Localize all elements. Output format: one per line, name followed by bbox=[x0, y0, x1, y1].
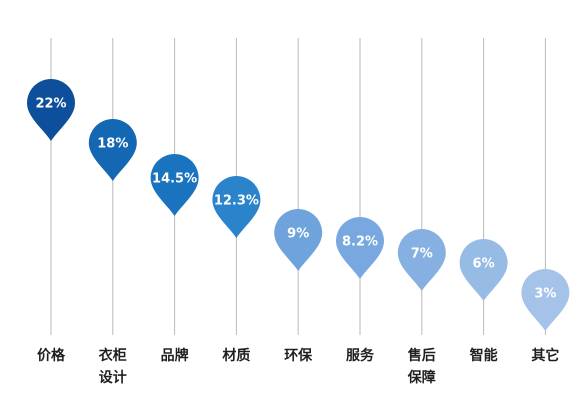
value-pin bbox=[459, 239, 508, 301]
category-label: 服务 bbox=[346, 347, 375, 364]
category-labels: 价格 衣柜设计 品牌 材质 环保 服务 售后保障 智能 其它 bbox=[37, 347, 559, 386]
data-label: 9% bbox=[287, 227, 309, 242]
data-label: 8.2% bbox=[342, 235, 378, 250]
category-label: 价格 bbox=[37, 347, 66, 364]
category-label: 其它 bbox=[531, 347, 559, 364]
category-label: 环保 bbox=[284, 347, 313, 364]
data-label: 3% bbox=[534, 287, 556, 302]
value-pin bbox=[88, 119, 137, 181]
value-pin bbox=[212, 176, 261, 238]
category-label: 售后保障 bbox=[407, 347, 436, 386]
value-pin bbox=[150, 154, 199, 216]
data-label: 7% bbox=[411, 247, 433, 262]
value-pin bbox=[397, 229, 446, 291]
category-label: 衣柜设计 bbox=[99, 347, 127, 386]
category-label: 智能 bbox=[469, 347, 498, 364]
category-label: 品牌 bbox=[161, 347, 189, 364]
category-label: 材质 bbox=[222, 347, 250, 364]
data-label: 18% bbox=[97, 137, 128, 152]
category-lines bbox=[50, 38, 546, 335]
value-pin bbox=[274, 209, 323, 271]
data-label: 6% bbox=[473, 257, 495, 272]
data-label: 14.5% bbox=[152, 172, 197, 187]
value-pin bbox=[336, 217, 384, 279]
value-pin bbox=[27, 79, 75, 141]
value-pins: 22% 18% 14.5% 12.3% 9% 8.2% 7% 6% 3% bbox=[27, 79, 570, 331]
data-label: 12.3% bbox=[214, 194, 259, 209]
data-label: 22% bbox=[35, 97, 66, 112]
value-pin bbox=[521, 269, 570, 331]
